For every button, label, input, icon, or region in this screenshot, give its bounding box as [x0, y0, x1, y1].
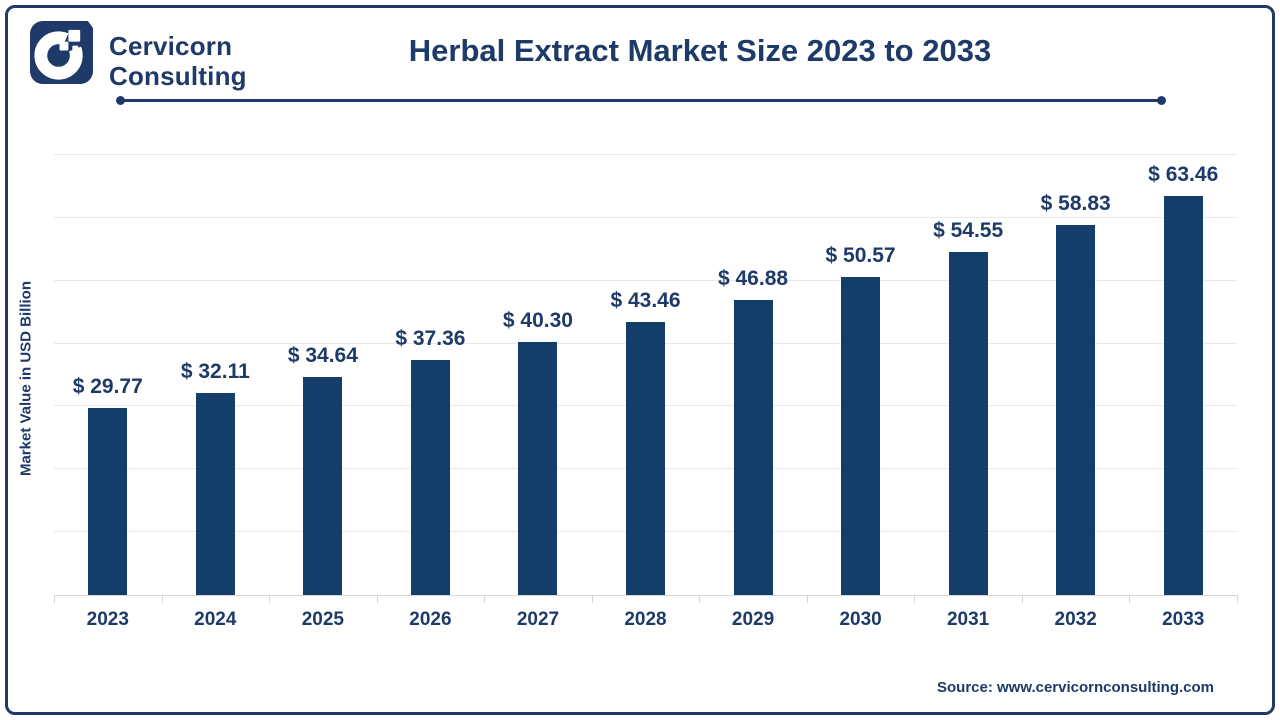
- x-axis-tick: [806, 595, 808, 603]
- bar-2030: [841, 277, 881, 595]
- bar-value-label-2031: $ 54.55: [933, 219, 1004, 243]
- bar-2023: [88, 407, 128, 595]
- x-axis-label-2031: 2031: [946, 609, 990, 630]
- x-axis-tick: [376, 595, 378, 603]
- x-axis-label-2032: 2032: [1054, 609, 1097, 630]
- plot-area: $ 29.77 2023 $ 32.11 2024 $ 34.64 2025 $ 37.36…: [54, 154, 1238, 630]
- x-axis-label-2024: 2024: [194, 609, 237, 630]
- y-axis-label: Market Value in USD Billion: [17, 280, 35, 477]
- x-axis-tick: [1237, 595, 1238, 603]
- bar-value-label-2028: $ 43.46: [610, 288, 681, 312]
- bar-value-label-2029: $ 46.88: [717, 267, 789, 291]
- bar-value-label-2026: $ 37.36: [395, 327, 466, 351]
- x-axis-label-2033: 2033: [1162, 609, 1205, 630]
- chart-title: Herbal Extract Market Size 2023 to 2033: [408, 33, 992, 68]
- bar-value-label-2024: $ 32.11: [180, 360, 250, 384]
- bar-2032: [1056, 225, 1096, 595]
- bar-value-label-2030: $ 50.57: [825, 244, 896, 268]
- gridline-60: [54, 216, 1237, 218]
- cervicorn-logo-icon: [30, 21, 93, 84]
- x-axis-tick: [54, 595, 55, 603]
- x-axis-tick: [591, 595, 593, 603]
- x-axis-label-2023: 2023: [86, 609, 129, 630]
- bar-value-label-2025: $ 34.64: [287, 344, 358, 368]
- x-axis-tick: [914, 595, 916, 603]
- x-axis-label-2028: 2028: [624, 609, 667, 630]
- brand-name-line2: Consulting: [109, 61, 247, 91]
- divider-dot-left: [116, 96, 125, 105]
- bar-2027: [518, 341, 558, 595]
- bar-value-label-2023: $ 29.77: [72, 374, 143, 398]
- bar-2026: [410, 360, 450, 595]
- x-axis-tick: [161, 595, 163, 603]
- x-axis-tick: [699, 595, 701, 603]
- x-axis-label-2026: 2026: [409, 609, 452, 630]
- bar-2031: [948, 252, 988, 595]
- bar-2029: [733, 300, 773, 595]
- x-axis-label-2027: 2027: [516, 609, 560, 630]
- source-attribution: Source: www.cervicornconsulting.com: [936, 679, 1214, 696]
- brand-name: Cervicorn Consulting: [109, 31, 247, 91]
- x-axis-label-2029: 2029: [731, 609, 775, 630]
- x-axis-label-2025: 2025: [301, 609, 344, 630]
- gridline-70: [54, 154, 1237, 155]
- header-divider-line: [116, 96, 1166, 105]
- x-axis-tick: [269, 595, 271, 603]
- bar-value-label-2032: $ 58.83: [1040, 192, 1111, 216]
- bar-value-label-2033: $ 63.46: [1148, 163, 1219, 187]
- bar-2024: [195, 393, 235, 595]
- bar-2028: [626, 321, 665, 595]
- x-axis-line: [54, 595, 1237, 596]
- x-axis-tick: [1129, 595, 1131, 603]
- divider-dot-right: [1157, 96, 1166, 105]
- gridline-50: [54, 279, 1237, 281]
- bar-2025: [303, 377, 343, 595]
- x-axis-tick: [484, 595, 486, 603]
- bar-value-label-2027: $ 40.30: [502, 308, 573, 332]
- bar-2033: [1163, 196, 1203, 595]
- brand-name-line1: Cervicorn: [109, 31, 233, 61]
- x-axis-tick: [1021, 595, 1023, 603]
- x-axis-label-2030: 2030: [839, 609, 882, 630]
